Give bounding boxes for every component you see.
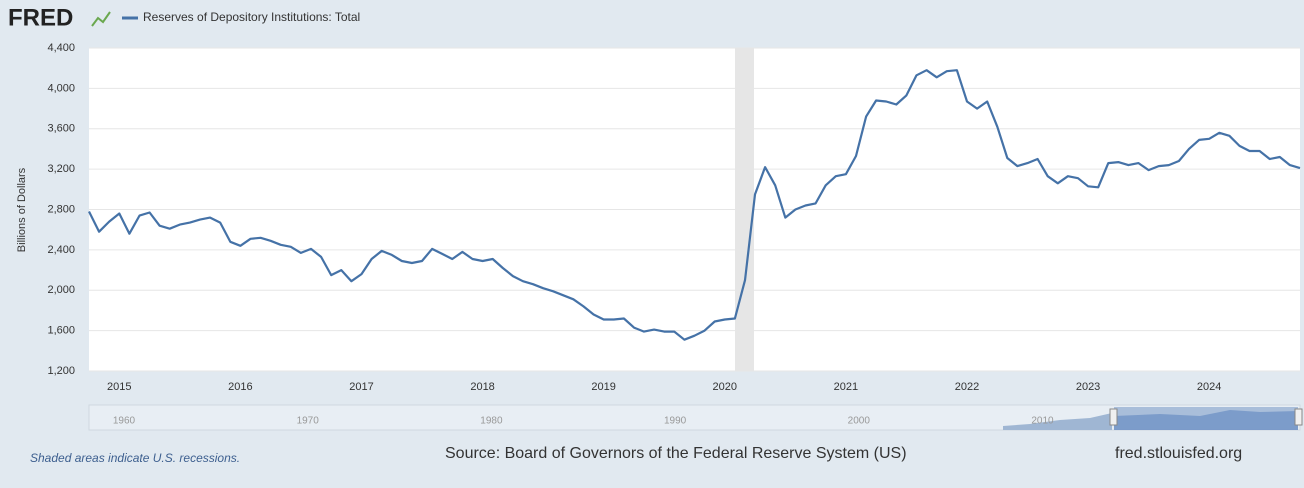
logo-icon [91,11,111,27]
navigator-label: 1990 [664,416,687,427]
y-tick-label: 3,600 [47,123,75,135]
x-tick-label: 2016 [228,381,252,393]
y-tick-label: 2,400 [47,244,75,256]
y-tick-label: 1,600 [47,325,75,337]
navigator-label: 1980 [480,416,503,427]
x-tick-label: 2017 [349,381,373,393]
source: Source: Board of Governors of the Federa… [445,445,907,462]
navigator-series [1003,413,1112,430]
x-tick-label: 2018 [470,381,494,393]
y-tick-label: 3,200 [47,163,75,175]
site-url: fred.stlouisfed.org [1115,445,1242,462]
x-tick-label: 2019 [591,381,615,393]
x-tick-label: 2020 [713,381,737,393]
navigator-label: 1970 [297,416,320,427]
y-tick-label: 4,400 [47,42,75,54]
brand-logo: FRED [8,4,73,31]
legend-label: Reserves of Depository Institutions: Tot… [143,10,360,24]
y-tick-label: 1,200 [47,365,75,377]
x-tick-label: 2021 [834,381,858,393]
recession-note: Shaded areas indicate U.S. recessions. [30,451,240,465]
y-tick-label: 4,000 [47,82,75,94]
series-line [88,69,1301,341]
navigator-handle[interactable] [1109,408,1118,426]
y-tick-label: 2,000 [47,284,75,296]
navigator-handle[interactable] [1294,408,1303,426]
navigator-selected-series [1114,410,1298,430]
navigator-label: 1960 [113,416,136,427]
navigator-label: 2000 [848,416,871,427]
y-axis-label: Billions of Dollars [16,167,28,252]
x-tick-label: 2024 [1197,381,1221,393]
x-tick-label: 2022 [955,381,979,393]
y-tick-label: 2,800 [47,203,75,215]
x-tick-label: 2023 [1076,381,1100,393]
x-tick-label: 2015 [107,381,131,393]
navigator-label: 2010 [1031,416,1054,427]
